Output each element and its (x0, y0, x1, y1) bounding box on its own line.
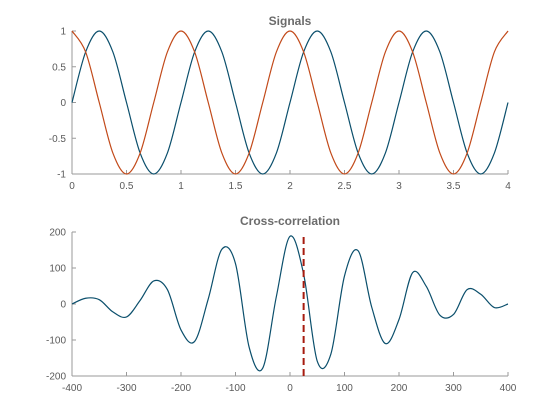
cross-correlation-y-tick-label: 200 (49, 228, 66, 239)
cross-correlation-x-tick-label: -100 (225, 383, 245, 394)
signals-x-tick-label: 0 (69, 181, 75, 192)
cross-correlation-x-tick-label: 300 (445, 383, 462, 394)
signals-y-tick-label: 0.5 (52, 62, 66, 73)
signals-x-tick-label: 4 (505, 181, 511, 192)
cross-correlation-panel: Cross-correlation -400 -300 -200 -100 0 100 20… (46, 214, 517, 394)
signals-y-tick-label: 0 (60, 98, 66, 109)
cross-correlation-series-group (71, 235, 509, 372)
signals-y-tick-label: -1 (57, 170, 66, 181)
signals-y-tick-label: 1 (60, 27, 66, 38)
signals-x-tick-label: 1 (178, 181, 184, 192)
signals-x-tick-label: 2.5 (338, 181, 352, 192)
signals-x-tick-label: 1.5 (229, 181, 243, 192)
cross-correlation-x-tick-label: 400 (500, 383, 517, 394)
cross-correlation-y-tick-label: 100 (49, 264, 66, 275)
cross-correlation-title: Cross-correlation (240, 214, 340, 228)
signals-y-tick-label: -0.5 (49, 134, 67, 145)
cross-correlation-series-line-1 (71, 235, 509, 372)
cross-correlation-x-tick-label: 100 (336, 383, 353, 394)
cross-correlation-y-tick-label: 0 (60, 300, 66, 311)
cross-correlation-x-tick-label: 0 (287, 383, 293, 394)
signals-tick-group: 0 0.5 1 1.5 2 2.5 3 3.5 4 -1 -0.5 0 0.5 1 (49, 27, 511, 193)
signals-series-line-1 (71, 30, 509, 175)
signals-x-tick-label: 0.5 (120, 181, 134, 192)
cross-correlation-x-tick-label: -300 (116, 383, 136, 394)
cross-correlation-x-tick-label: -400 (62, 383, 82, 394)
signals-x-tick-label: 2 (287, 181, 293, 192)
cross-correlation-x-tick-label: 200 (391, 383, 408, 394)
cross-correlation-x-tick-label: -200 (171, 383, 191, 394)
cross-correlation-y-tick-label: -200 (46, 372, 66, 383)
signals-panel: Signals 0 0.5 1 1.5 2 2.5 3 3.5 4 -1 -0.5 0 0.5 1 (49, 14, 511, 192)
signals-title: Signals (269, 14, 312, 28)
signals-x-tick-label: 3 (396, 181, 402, 192)
cross-correlation-tick-group: -400 -300 -200 -100 0 100 200 300 400 -200 -100 0 10… (46, 228, 517, 395)
signals-series-group (71, 30, 509, 175)
cross-correlation-y-tick-label: -100 (46, 336, 66, 347)
signals-series-line-2 (71, 30, 509, 175)
signals-x-tick-label: 3.5 (447, 181, 461, 192)
